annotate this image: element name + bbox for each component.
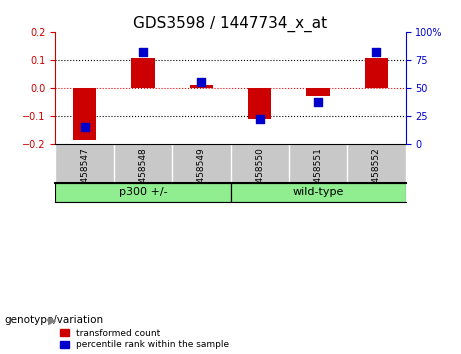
Text: p300 +/-: p300 +/- (118, 187, 167, 197)
Point (198, 80, 205, 85)
Point (373, 49, 380, 55)
Title: GDS3598 / 1447734_x_at: GDS3598 / 1447734_x_at (133, 16, 328, 32)
Bar (189, 85, 213, 88)
Point (81, 124, 88, 130)
Point (314, 100, 322, 105)
Point (256, 116, 263, 122)
Text: GSM458552: GSM458552 (372, 147, 381, 202)
Text: wild-type: wild-type (292, 187, 344, 197)
Bar (307, 88, 330, 96)
Bar (248, 88, 272, 119)
Text: GSM458548: GSM458548 (138, 147, 148, 202)
Text: GSM458549: GSM458549 (197, 147, 206, 202)
Text: ▶: ▶ (48, 315, 57, 325)
Legend: transformed count, percentile rank within the sample: transformed count, percentile rank withi… (60, 329, 229, 349)
Text: genotype/variation: genotype/variation (5, 315, 104, 325)
Bar (131, 58, 154, 88)
Bar (365, 58, 388, 88)
Bar (55, 183, 230, 202)
Text: GSM458550: GSM458550 (255, 147, 264, 202)
Point (139, 49, 147, 55)
Text: GSM458547: GSM458547 (80, 147, 89, 202)
Bar (73, 88, 96, 140)
Bar (230, 183, 406, 202)
Text: GSM458551: GSM458551 (313, 147, 323, 202)
